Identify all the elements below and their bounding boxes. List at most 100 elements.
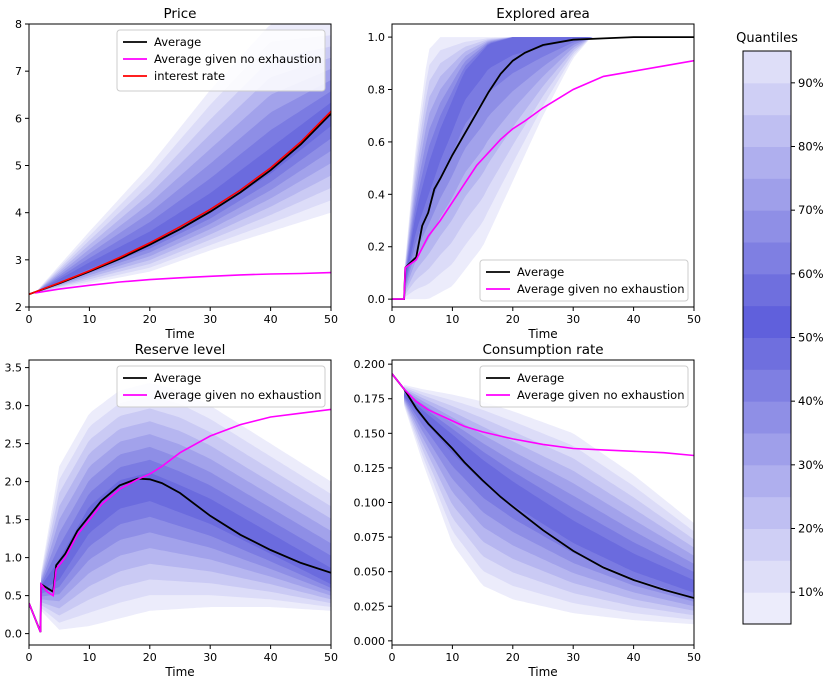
quantile-band — [404, 392, 694, 598]
x-tick-label: 30 — [203, 651, 217, 664]
x-tick-label: 0 — [389, 313, 396, 326]
colorbar-tick-label: 10% — [798, 585, 824, 599]
legend-label: Average — [517, 265, 564, 279]
y-tick-label: 3 — [15, 254, 22, 267]
y-tick-label: 0.175 — [354, 393, 386, 406]
x-tick-label: 20 — [143, 313, 157, 326]
x-tick-label: 10 — [82, 313, 96, 326]
colorbar-cell — [743, 369, 791, 402]
x-tick-label: 20 — [506, 313, 520, 326]
series-line — [392, 373, 694, 599]
colorbar-cell — [743, 51, 791, 84]
colorbar-cell — [743, 560, 791, 593]
y-tick-label: 0.000 — [354, 635, 386, 648]
y-tick-label: 0.050 — [354, 566, 386, 579]
colorbar-tick-label: 50% — [798, 331, 824, 345]
axes-frame — [391, 23, 695, 308]
quantile-band — [404, 393, 694, 593]
x-tick-label: 50 — [324, 313, 338, 326]
quantile-band — [404, 37, 694, 290]
y-tick-label: 0.200 — [354, 358, 386, 371]
colorbar-tick-label: 40% — [798, 394, 824, 408]
x-tick-label: 50 — [687, 313, 701, 326]
legend-label: interest rate — [154, 69, 225, 83]
colorbar-cell — [743, 433, 791, 466]
x-axis-label: Time — [164, 665, 194, 679]
colorbar-cell — [743, 337, 791, 370]
quantile-bands — [41, 382, 331, 630]
legend-box — [479, 259, 689, 302]
y-tick-label: 0.075 — [354, 531, 386, 544]
y-tick-label: 1.5 — [5, 514, 23, 527]
legend-label: Average — [517, 371, 564, 385]
quantile-band — [35, 91, 331, 293]
x-tick-label: 40 — [627, 313, 641, 326]
y-tick-label: 5 — [15, 160, 22, 173]
y-tick-label: 0.0 — [5, 628, 23, 641]
x-tick-label: 30 — [566, 651, 580, 664]
y-tick-label: 0.4 — [368, 188, 386, 201]
colorbar-cell — [743, 305, 791, 338]
x-tick-label: 10 — [82, 651, 96, 664]
colorbar: Quantiles 10% 20% 30% 40% 50% 60% 70% 80% 90% — [736, 31, 824, 625]
colorbar-tick-label: 70% — [798, 203, 824, 217]
panel-3: 0 10 20 30 40 50 0.0 0.5 1.0 1.5 2.0 2.5 3.0 3.5 Reser… — [5, 342, 339, 679]
colorbar-cell — [743, 496, 791, 529]
colorbar-cell — [743, 146, 791, 179]
quantile-bands — [404, 384, 694, 625]
colorbar-cell — [743, 528, 791, 561]
chart-title: Price — [164, 6, 197, 22]
chart-title: Consumption rate — [482, 342, 603, 358]
quantile-band — [41, 472, 331, 591]
x-tick-label: 40 — [264, 651, 278, 664]
series-line — [392, 59, 694, 300]
x-tick-label: 0 — [389, 651, 396, 664]
series-line — [34, 271, 331, 294]
y-tick-label: 1.0 — [368, 31, 386, 44]
y-tick-label: 0.025 — [354, 600, 386, 613]
x-tick-label: 20 — [506, 651, 520, 664]
legend-label: Average — [154, 35, 201, 49]
legend-box — [116, 29, 326, 92]
legend-label: Average given no exhaustion — [517, 282, 685, 296]
colorbar-tick-label: 80% — [798, 140, 824, 154]
panel-4: 0 10 20 30 40 50 0.000 0.025 0.050 0.075 0.100 0.12… — [354, 342, 702, 679]
legend-label: Average — [154, 371, 201, 385]
colorbar-cell — [743, 242, 791, 275]
y-tick-label: 2.5 — [5, 438, 23, 451]
y-tick-label: 3.5 — [5, 362, 23, 375]
y-tick-label: 0.0 — [368, 293, 386, 306]
y-tick-label: 6 — [15, 112, 22, 125]
legend: Average Average given no exhaustion — [116, 365, 326, 408]
chart-title: Reserve level — [135, 342, 226, 358]
x-tick-label: 30 — [566, 313, 580, 326]
series-line — [392, 36, 694, 300]
y-tick-label: 7 — [15, 65, 22, 78]
y-tick-label: 8 — [15, 18, 22, 31]
legend-box — [479, 365, 689, 408]
legend-label: Average given no exhaustion — [154, 388, 322, 402]
colorbar-tick-label: 20% — [798, 522, 824, 536]
x-tick-label: 40 — [264, 313, 278, 326]
colorbar-cell — [743, 464, 791, 498]
x-tick-label: 0 — [26, 651, 33, 664]
colorbar-tick-label: 30% — [798, 458, 824, 472]
y-tick-label: 0.2 — [368, 241, 386, 254]
colorbar-cell — [743, 273, 791, 307]
y-tick-label: 2.0 — [5, 476, 23, 489]
legend-label: Average given no exhaustion — [517, 388, 685, 402]
y-tick-label: 0.125 — [354, 462, 386, 475]
y-tick-label: 3.0 — [5, 400, 23, 413]
series-line — [29, 408, 331, 633]
series-line — [392, 373, 694, 457]
colorbar-cell — [743, 114, 791, 147]
colorbar-cell — [743, 401, 791, 434]
y-tick-label: 4 — [15, 207, 22, 220]
x-tick-label: 10 — [445, 651, 459, 664]
colorbar-cell — [743, 178, 791, 211]
series-line — [29, 477, 331, 633]
x-tick-label: 20 — [143, 651, 157, 664]
legend: Average Average given no exhaustion — [479, 365, 689, 408]
panel-2: 0 10 20 30 40 50 0.0 0.2 0.4 0.6 0.8 1.0 Explored ar… — [368, 6, 702, 341]
